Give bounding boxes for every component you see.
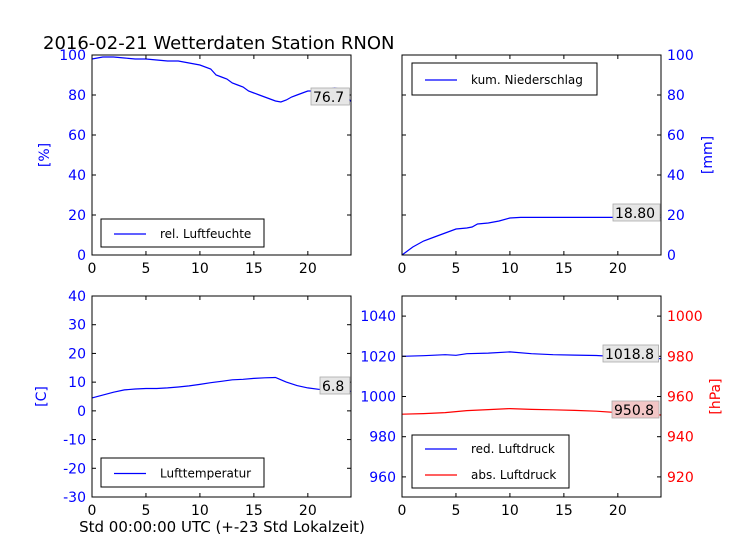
last-value-box xyxy=(310,87,350,106)
y-tick-label-right: 980 xyxy=(667,349,694,365)
figure-xlabel: Std 00:00:00 UTC (+-23 Std Lokalzeit) xyxy=(79,518,365,536)
x-tick-label: 0 xyxy=(88,261,97,277)
x-tick-label: 15 xyxy=(555,261,573,277)
x-tick-label: 10 xyxy=(191,503,209,519)
y-tick-label: 100 xyxy=(59,48,86,64)
y-tick-label-right: 960 xyxy=(667,390,694,406)
x-tick-label: 20 xyxy=(299,503,317,519)
y-tick-label-right: 1000 xyxy=(667,309,703,325)
x-tick-label: 10 xyxy=(501,261,519,277)
y-tick-label: -20 xyxy=(63,461,86,477)
panel-pressure: 0 5 10 15 20 960 980 1000 1020 1040 920 940 960 980 10… xyxy=(360,295,724,519)
x-tick-label: 20 xyxy=(299,261,317,277)
x-tick-label: 10 xyxy=(191,261,209,277)
y-tick-label: 1020 xyxy=(360,349,396,365)
legend: red. Luftdruck abs. Luftdruck xyxy=(411,434,570,489)
axes-frame xyxy=(401,54,662,256)
axes-frame xyxy=(91,295,352,498)
figure-title: 2016-02-21 Wetterdaten Station RNON xyxy=(43,33,394,54)
x-tick-label: 5 xyxy=(141,503,150,519)
last-value-label: 76.7 xyxy=(313,90,344,106)
legend-box xyxy=(411,62,598,96)
y-tick-label: 40 xyxy=(68,168,86,184)
x-tick-label: 15 xyxy=(245,503,263,519)
y-tick-label: 20 xyxy=(68,208,86,224)
y-tick-label: 0 xyxy=(667,248,676,264)
y-tick-label: 20 xyxy=(667,208,685,224)
y-tick-label: 0 xyxy=(77,404,86,420)
y-tick-label: -10 xyxy=(63,433,86,449)
legend: rel. Luftfeuchte xyxy=(100,218,265,248)
x-tick-label: 15 xyxy=(555,503,573,519)
last-value-box xyxy=(602,344,659,363)
last-value-box xyxy=(612,203,661,222)
last-value-label: 6.8 xyxy=(322,379,344,395)
y-tick-label: 60 xyxy=(667,128,685,144)
y-axis-label: [C] xyxy=(34,386,50,407)
legend-label: rel. Luftfeuchte xyxy=(160,227,251,241)
panel-humidity: 0 5 10 15 20 0 20 40 60 80 100 [%] rel. Luftfeuchte 7… xyxy=(37,48,352,277)
y-tick-label: 40 xyxy=(667,168,685,184)
series-line-temperature-0 xyxy=(91,376,352,399)
x-tick-label: 20 xyxy=(609,261,627,277)
legend-box xyxy=(100,457,265,488)
y-tick-label-right: 920 xyxy=(667,470,694,486)
y-tick-label: 100 xyxy=(667,48,694,64)
legend-box xyxy=(100,218,265,248)
series-line-precipitation-0 xyxy=(401,216,661,256)
x-tick-label: 20 xyxy=(609,503,627,519)
y-tick-label: -30 xyxy=(63,490,86,506)
y-tick-label: 80 xyxy=(68,88,86,104)
panel-temperature: 0 5 10 15 20 -30 -20 -10 0 10 20 30 40 [C] Lufttempera… xyxy=(34,289,352,519)
y-tick-label: 0 xyxy=(77,248,86,264)
last-value-box xyxy=(611,400,660,419)
y-tick-label: 960 xyxy=(369,470,396,486)
y-axis-label: [%] xyxy=(37,143,53,167)
legend-label: red. Luftdruck xyxy=(471,442,555,456)
y-tick-label: 60 xyxy=(68,128,86,144)
x-tick-label: 0 xyxy=(88,503,97,519)
panel-precipitation: 0 5 10 15 20 0 20 40 60 80 100 [mm] kum. Niederschla… xyxy=(398,48,716,277)
axes-frame xyxy=(91,54,352,256)
y-axis-label: [mm] xyxy=(700,136,716,174)
y-tick-label: 10 xyxy=(68,375,86,391)
y-tick-label: 40 xyxy=(68,289,86,305)
legend: kum. Niederschlag xyxy=(411,62,598,96)
y-tick-label-right: 940 xyxy=(667,430,694,446)
x-tick-label: 15 xyxy=(245,261,263,277)
legend: Lufttemperatur xyxy=(100,457,265,488)
legend-box xyxy=(411,434,570,489)
y-tick-label: 980 xyxy=(369,430,396,446)
x-tick-label: 0 xyxy=(398,261,407,277)
legend-label: abs. Luftdruck xyxy=(471,468,556,482)
x-tick-label: 10 xyxy=(501,503,519,519)
legend-label: Lufttemperatur xyxy=(160,467,251,481)
y-tick-label: 20 xyxy=(68,346,86,362)
x-tick-label: 5 xyxy=(451,503,460,519)
legend-label: kum. Niederschlag xyxy=(471,73,583,87)
y-tick-label: 1000 xyxy=(360,390,396,406)
y-tick-label: 30 xyxy=(68,318,86,334)
x-tick-label: 5 xyxy=(451,261,460,277)
y-tick-label: 80 xyxy=(667,88,685,104)
x-tick-label: 0 xyxy=(398,503,407,519)
last-value-label: 18.80 xyxy=(615,206,655,222)
last-value-label: 1018.8 xyxy=(605,347,654,363)
last-value-label: 950.8 xyxy=(614,403,654,419)
last-value-box xyxy=(319,376,351,395)
y-axis-label: [hPa] xyxy=(708,378,724,414)
x-tick-label: 5 xyxy=(141,261,150,277)
y-tick-label: 1040 xyxy=(360,309,396,325)
